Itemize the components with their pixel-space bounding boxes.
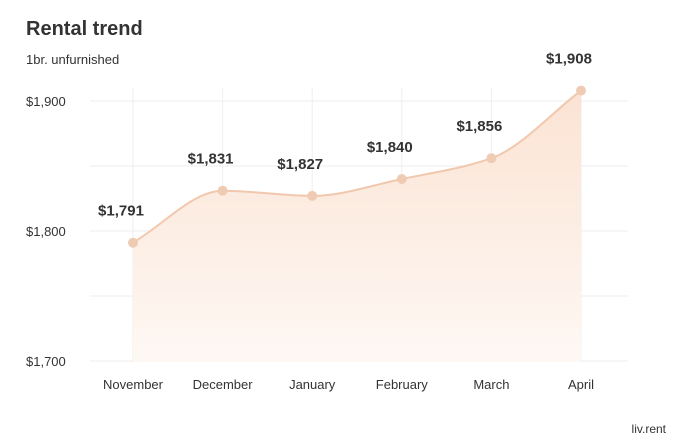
y-tick-label: $1,800 <box>26 224 66 239</box>
y-tick-label: $1,700 <box>26 354 66 369</box>
x-tick-label: January <box>289 377 336 392</box>
area-fill <box>133 90 581 362</box>
chart-title: Rental trend <box>26 18 143 40</box>
brand-label: liv.rent <box>631 422 666 436</box>
x-tick-label: March <box>473 377 509 392</box>
data-point <box>576 85 586 96</box>
y-tick-label: $1,900 <box>26 94 66 109</box>
x-tick-label: April <box>568 377 594 392</box>
x-tick-label: November <box>103 377 164 392</box>
x-tick-label: February <box>376 377 429 392</box>
data-point <box>307 190 318 201</box>
data-label: $1,856 <box>456 118 502 135</box>
x-tick-label: December <box>193 377 254 392</box>
series-line <box>132 89 582 244</box>
data-label: $1,908 <box>546 51 592 68</box>
data-label: $1,827 <box>277 156 323 173</box>
data-point <box>486 153 497 164</box>
data-point <box>217 185 228 196</box>
data-label: $1,840 <box>367 139 413 156</box>
chart-subtitle: 1br. unfurnished <box>26 52 120 67</box>
data-point <box>128 237 138 248</box>
data-label: $1,791 <box>98 203 144 220</box>
data-label: $1,831 <box>188 151 234 168</box>
data-point <box>396 174 407 184</box>
